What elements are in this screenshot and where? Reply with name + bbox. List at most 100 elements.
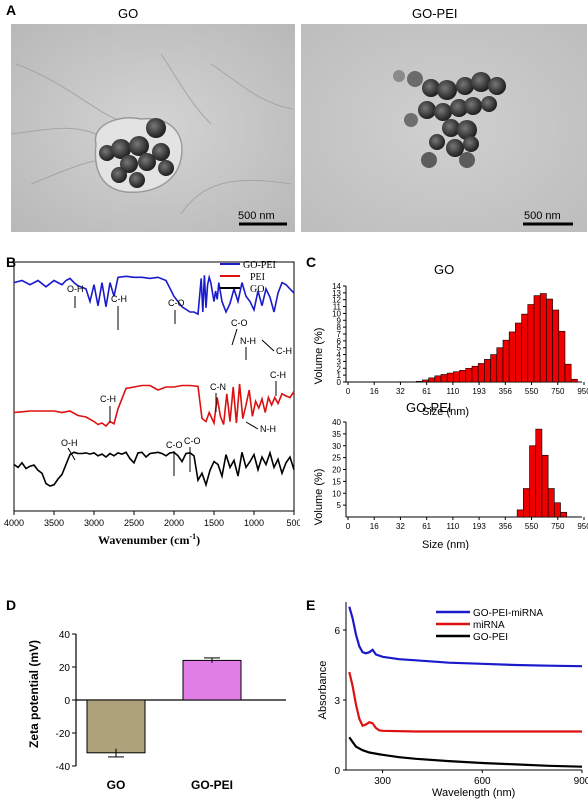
psd-go-bar bbox=[502, 339, 510, 383]
ftir-xlabel: Wavenumber (cm-1) bbox=[98, 532, 200, 547]
psd-go-xlabel: Size (nm) bbox=[422, 406, 469, 418]
ann-pei-nh: N-H bbox=[260, 424, 276, 434]
psd-go-bar bbox=[465, 367, 473, 383]
psd-go-ytick-label: 4 bbox=[337, 351, 342, 360]
abs-xlabel: Wavelength (nm) bbox=[432, 787, 515, 799]
zeta-category-label: GO bbox=[107, 778, 126, 792]
ftir-legend: GO-PEI PEI GO bbox=[220, 260, 276, 295]
legend-mirna: miRNA bbox=[473, 620, 505, 631]
psd-gopei-ytick-label: 10 bbox=[332, 489, 341, 498]
ftir-frame bbox=[13, 261, 295, 512]
psd-gopei-xtick-label: 356 bbox=[499, 522, 513, 531]
psd-go-ytick-label: 10 bbox=[332, 309, 341, 318]
psd-gopei-xtick-label: 750 bbox=[551, 522, 565, 531]
psd-go-xtick-label: 950 bbox=[577, 387, 588, 396]
zeta-ytick-label: 40 bbox=[59, 630, 71, 641]
zeta-category-label: GO-PEI bbox=[191, 778, 233, 792]
psd-go-bar bbox=[539, 293, 547, 383]
psd-gopei-ytick-label: 20 bbox=[332, 466, 341, 475]
ftir-tick-label: 500 bbox=[286, 518, 300, 528]
psd-go-xtick-label: 550 bbox=[525, 387, 539, 396]
ann-gopei-ch: C-H bbox=[111, 294, 127, 304]
ftir-tick-label: 1500 bbox=[204, 518, 224, 528]
psd-gopei-xtick-label: 61 bbox=[422, 522, 431, 531]
ann-gopei-co1: C-O bbox=[168, 298, 185, 308]
psd-gopei-ylabel: Volume (%) bbox=[313, 469, 325, 526]
tem-go-image bbox=[11, 24, 295, 232]
psd-go-xtick-label: 61 bbox=[422, 387, 431, 396]
psd-go-bar bbox=[496, 347, 504, 383]
zeta-ylabel: Zeta potential (mV) bbox=[27, 640, 41, 748]
psd-go-bar bbox=[533, 295, 541, 383]
psd-go-xtick-label: 32 bbox=[396, 387, 405, 396]
psd-go-bar bbox=[570, 378, 578, 383]
zeta-ytick-label: 0 bbox=[64, 696, 70, 707]
ann-pei-ch: C-H bbox=[100, 394, 116, 404]
ftir-line-go-pei bbox=[13, 274, 295, 316]
tem-images bbox=[11, 24, 587, 232]
ftir-tick-label: 4000 bbox=[4, 518, 24, 528]
panel-a-label: A bbox=[6, 2, 17, 18]
psd-go-bar bbox=[459, 370, 467, 383]
psd-gopei-bar bbox=[516, 509, 524, 518]
ann-pei-ch2: C-H bbox=[270, 370, 286, 380]
absorbance-chart: 0 3 6 300 600 900 GO-PEI-miRNA miRNA GO-PEI A… bbox=[317, 602, 588, 799]
psd-gopei-xtick-label: 0 bbox=[346, 522, 351, 531]
psd-gopei-bar bbox=[535, 428, 543, 518]
psd-gopei-ytick-label: 35 bbox=[332, 430, 341, 439]
legend-pei: PEI bbox=[250, 272, 265, 283]
psd-gopei-ytick-label: 15 bbox=[332, 477, 341, 486]
psd-gopei-bar bbox=[560, 511, 568, 518]
ftir-annotations: O-H C-H C-O C-O N-H C-H C-H C-N C-H N-H … bbox=[61, 284, 292, 476]
zeta-bar-go-pei bbox=[182, 659, 242, 701]
psd-go-ytick-label: 13 bbox=[332, 289, 341, 298]
psd-gopei-bar bbox=[547, 488, 555, 518]
psd-go-bar bbox=[422, 379, 429, 383]
psd-go-bar bbox=[508, 331, 516, 383]
ftir-line-pei bbox=[13, 383, 295, 428]
psd-gopei-ytick-label: 25 bbox=[332, 454, 341, 463]
legend-gopei-mirna: GO-PEI-miRNA bbox=[473, 608, 543, 619]
psd-gopei-xtick-label: 550 bbox=[525, 522, 539, 531]
scale-bar-right-label: 500 nm bbox=[524, 210, 561, 222]
psd-go-ytick-label: 1 bbox=[337, 371, 342, 380]
zeta-ytick-label: -20 bbox=[56, 729, 71, 740]
zeta-chart: -40 -20 0 20 40 GO GO-PEI Zeta potential (mV) bbox=[27, 630, 286, 792]
abs-xtick-label: 300 bbox=[374, 776, 391, 787]
scale-bar-left-label: 500 nm bbox=[238, 210, 275, 222]
ann-pei-cn: C-N bbox=[210, 382, 226, 392]
ftir-tick-label: 3500 bbox=[44, 518, 64, 528]
psd-gopei-bar bbox=[529, 445, 537, 518]
psd-gopei-xtick-label: 193 bbox=[472, 522, 486, 531]
psd-gopei-ytick-label: 5 bbox=[337, 501, 342, 510]
psd-go-bar bbox=[477, 363, 485, 383]
zeta-ytick-label: -40 bbox=[56, 762, 71, 773]
psd-go-ytick-label: 3 bbox=[337, 357, 342, 366]
ann-go-co2: C-O bbox=[184, 436, 201, 446]
ann-gopei-oh: O-H bbox=[67, 284, 84, 294]
psd-go-bar bbox=[546, 298, 553, 383]
psd-gopei-xtick-label: 32 bbox=[396, 522, 405, 531]
psd-go-bar bbox=[490, 354, 498, 383]
psd-go-bar bbox=[446, 372, 454, 383]
abs-ylabel: Absorbance bbox=[317, 661, 329, 720]
psd-gopei-ytick-label: 30 bbox=[332, 442, 341, 451]
psd-go-bar bbox=[515, 322, 522, 383]
psd-gopei-bar bbox=[541, 454, 549, 518]
psd-go-xtick-label: 356 bbox=[499, 387, 513, 396]
psd-gopei-title: GO-PEI bbox=[406, 400, 452, 415]
psd-go-bar bbox=[453, 371, 460, 383]
psd-go-bar bbox=[521, 313, 529, 383]
psd-go-ytick-label: 11 bbox=[333, 303, 342, 312]
abs-ytick-label: 6 bbox=[334, 626, 340, 637]
abs-line-go-pei-mirna bbox=[348, 606, 583, 668]
psd-gopei-bar bbox=[523, 488, 530, 518]
psd-go-ytick-label: 2 bbox=[337, 364, 342, 373]
psd-go-ylabel: Volume (%) bbox=[313, 328, 325, 385]
legend-gopei-e: GO-PEI bbox=[473, 632, 508, 643]
ftir-chart: 4000 3500 3000 2500 2000 1500 1000 500 GO-PEI P… bbox=[4, 260, 300, 547]
panel-b-label: B bbox=[6, 254, 17, 270]
psd-go-bar bbox=[484, 359, 491, 383]
psd-go-xtick-label: 16 bbox=[370, 387, 379, 396]
psd-go-xtick-label: 750 bbox=[551, 387, 565, 396]
